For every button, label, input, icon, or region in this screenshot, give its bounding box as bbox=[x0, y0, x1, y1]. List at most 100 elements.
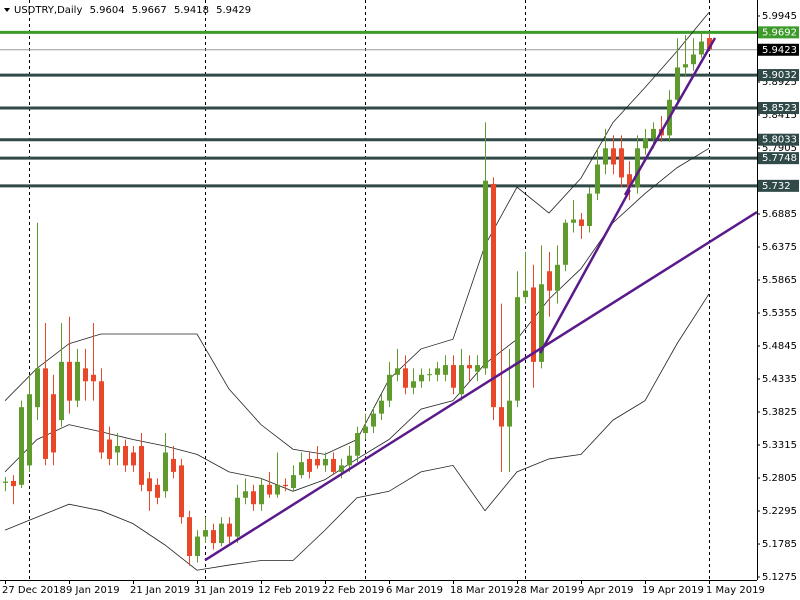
candle-body bbox=[387, 374, 392, 401]
y-tick-label: 5.9945 bbox=[762, 11, 797, 22]
candle-body bbox=[707, 38, 712, 50]
candle-body bbox=[395, 368, 400, 375]
candle-body bbox=[619, 148, 624, 178]
level-label-box bbox=[758, 26, 799, 39]
candle-body bbox=[163, 452, 168, 492]
candle-body bbox=[379, 400, 384, 414]
x-tick-label: 19 Apr 2019 bbox=[642, 585, 704, 596]
bid-label-box bbox=[758, 43, 799, 56]
x-tick-label: 6 Mar 2019 bbox=[386, 585, 443, 596]
y-tick-label: 5.3315 bbox=[762, 440, 797, 451]
y-tick-label: 5.7905 bbox=[762, 143, 797, 154]
candle-body bbox=[587, 193, 592, 226]
candle-body bbox=[643, 138, 648, 149]
candle-body bbox=[411, 381, 416, 388]
y-tick-label: 5.6885 bbox=[762, 209, 797, 220]
candle-body bbox=[675, 67, 680, 100]
y-tick-label: 5.3825 bbox=[762, 407, 797, 418]
candle-body bbox=[315, 458, 320, 466]
candle-body bbox=[99, 381, 104, 453]
collapse-icon[interactable] bbox=[4, 8, 10, 12]
candle-body bbox=[107, 439, 112, 459]
y-tick-label: 5.5355 bbox=[762, 308, 797, 319]
candle-body bbox=[563, 222, 568, 265]
candle-body bbox=[299, 462, 304, 476]
candle-body bbox=[51, 394, 56, 453]
candle-body bbox=[171, 458, 176, 472]
candle-body bbox=[611, 148, 616, 165]
candle-body bbox=[243, 491, 248, 498]
candle-body bbox=[115, 445, 120, 453]
candle-body bbox=[547, 271, 552, 291]
candle-body bbox=[219, 523, 224, 544]
x-tick-label: 27 Dec 2018 bbox=[2, 585, 66, 596]
ohlc-open: 5.9604 bbox=[90, 5, 125, 16]
bid-label: 5.9423 bbox=[762, 45, 797, 56]
y-tick-label: 5.8925 bbox=[762, 77, 797, 88]
candle-body bbox=[307, 458, 312, 472]
x-tick-label: 18 Mar 2019 bbox=[450, 585, 513, 596]
candle-body bbox=[603, 148, 608, 165]
candle-body bbox=[507, 400, 512, 427]
candle-body bbox=[427, 374, 432, 376]
x-tick-label: 9 Apr 2019 bbox=[578, 585, 633, 596]
y-tick-label: 5.1785 bbox=[762, 539, 797, 550]
candle-body bbox=[595, 164, 600, 194]
x-tick-label: 31 Jan 2019 bbox=[194, 585, 254, 596]
candle-body bbox=[539, 284, 544, 362]
candle-body bbox=[347, 455, 352, 466]
candle-body bbox=[203, 530, 208, 537]
candle-body bbox=[635, 148, 640, 188]
candle-body bbox=[555, 264, 560, 291]
level-label: 5.8523 bbox=[762, 103, 797, 114]
level-label-box bbox=[758, 152, 799, 165]
candle-body bbox=[699, 41, 704, 55]
ohlc-low: 5.9418 bbox=[174, 5, 209, 16]
candle-body bbox=[35, 368, 40, 408]
x-tick-label: 21 Jan 2019 bbox=[130, 585, 190, 596]
candle-body bbox=[499, 407, 504, 427]
candle-body bbox=[523, 290, 528, 298]
level-label-box bbox=[758, 102, 799, 115]
y-tick-label: 5.4335 bbox=[762, 374, 797, 385]
candle-body bbox=[147, 478, 152, 492]
candle-body bbox=[515, 297, 520, 401]
candle-body bbox=[83, 368, 88, 382]
candle-body bbox=[691, 54, 696, 65]
plot-area bbox=[0, 0, 758, 580]
candle-body bbox=[59, 361, 64, 421]
candle-body bbox=[131, 452, 136, 466]
chart-header: USDTRY,Daily 5.9604 5.9667 5.9418 5.9429 bbox=[14, 5, 251, 16]
candle-body bbox=[3, 481, 8, 483]
candle-body bbox=[19, 407, 24, 485]
x-tick-label: 9 Jan 2019 bbox=[66, 585, 120, 596]
bollinger-lower bbox=[4, 293, 710, 571]
candle-body bbox=[443, 365, 448, 375]
candle-body bbox=[339, 465, 344, 472]
candle-body bbox=[179, 465, 184, 518]
candle-body bbox=[371, 413, 376, 427]
level-label: 5.9032 bbox=[762, 70, 797, 81]
level-label: 5.7748 bbox=[762, 153, 797, 164]
candle-body bbox=[11, 480, 16, 487]
candle-body bbox=[419, 374, 424, 382]
candle-body bbox=[211, 530, 216, 544]
candle-body bbox=[627, 174, 632, 188]
y-tick-label: 5.2295 bbox=[762, 506, 797, 517]
trendline bbox=[623, 37, 717, 196]
candle-body bbox=[483, 180, 488, 369]
x-tick-label: 1 May 2019 bbox=[706, 585, 765, 596]
candle-body bbox=[27, 394, 32, 466]
candle-body bbox=[67, 361, 72, 401]
candle-body bbox=[195, 536, 200, 556]
candle-body bbox=[291, 475, 296, 489]
ohlc-close: 5.9429 bbox=[216, 5, 251, 16]
candle-body bbox=[275, 484, 280, 495]
candle-body bbox=[451, 365, 456, 388]
candle-body bbox=[531, 287, 536, 362]
level-label-box bbox=[758, 179, 799, 192]
level-label: 5.9692 bbox=[762, 27, 797, 38]
candle-body bbox=[283, 484, 288, 487]
